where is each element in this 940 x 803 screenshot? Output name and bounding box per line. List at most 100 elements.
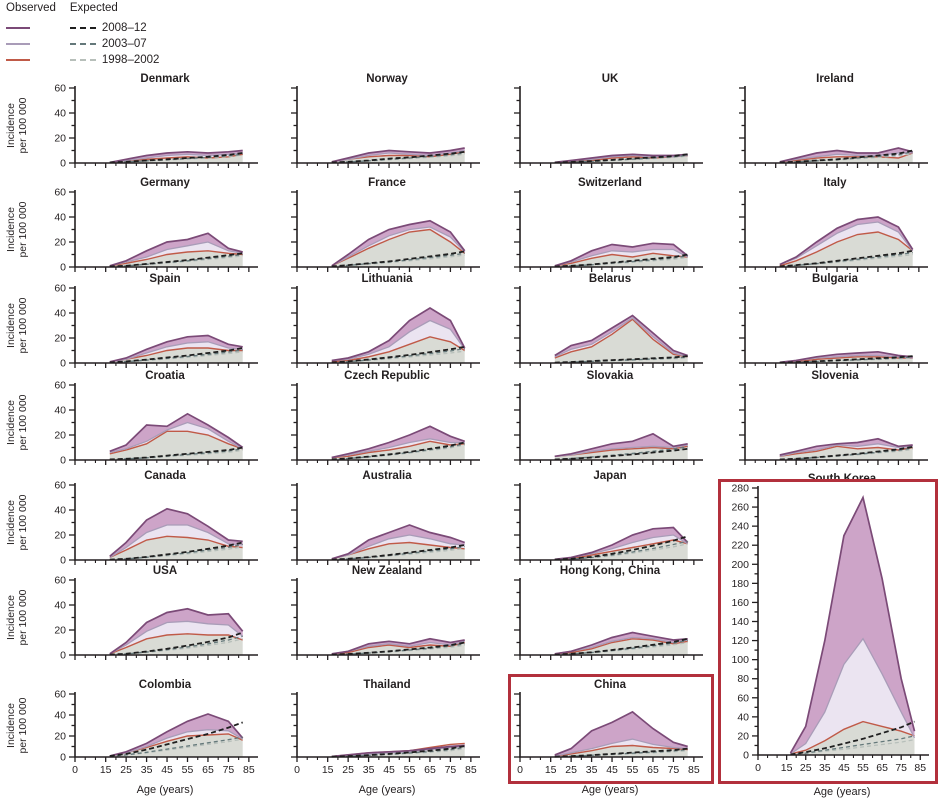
panel-title: Canada [144,470,186,482]
x-axis-label: Age (years) [137,784,194,796]
panel-title: Lithuania [361,273,413,285]
observed-2008-12-line [554,526,689,561]
expected-2003-07-line [331,347,465,364]
expected-1998-2002-line [331,644,465,656]
observed-1998-2002-line [109,430,243,455]
y-tick-label: 100 [731,654,749,666]
observed-2008-12-line [331,307,466,362]
x-tick-label: 35 [586,764,598,776]
area-2008-12-band [779,351,913,363]
area-2008-12-band [554,711,688,756]
area-2008-12-band [554,632,688,654]
y-tick-label: 40 [54,600,66,612]
panel-title: Japan [593,470,626,482]
panel-title: Norway [366,73,408,85]
x-tick-label: 75 [223,764,235,776]
x-tick-label: 35 [819,762,831,774]
panel-title: Czech Republic [344,370,430,382]
expected-2008-12-line [790,720,915,756]
observed-1998-2002-line [109,250,243,267]
y-tick-label: 40 [737,711,749,723]
expected-1998-2002-line [554,256,688,268]
panel-slovakia: Slovakia [514,370,703,465]
y-tick-label: 20 [54,133,66,145]
y-tick-label: 0 [60,650,66,662]
panel-title: France [368,177,406,189]
x-tick-label: 25 [800,762,812,774]
expected-2008-12-line [331,544,465,561]
y-tick-label: 60 [54,689,66,701]
x-tick-label: 65 [424,764,436,776]
observed-2008-12-line [331,524,465,560]
legend-period-label: 2008–12 [101,22,147,34]
expected-2008-12-line [109,152,243,164]
expected-2008-12-line [779,446,913,461]
panel-title: Bulgaria [812,273,859,285]
observed-2008-12-line [779,216,914,266]
panel-colombia: 0 20 40 60 0 15 25 35 45 55 65 75 85 Colombia Age (yea… [5,679,258,796]
expected-2008-12-line [331,150,465,164]
y-tick-label: 60 [737,692,749,704]
expected-1998-2002-line [109,154,243,164]
expected-dash-swatch [69,43,96,45]
area-2003-07-band [109,525,243,558]
expected-2003-07-line [554,639,688,656]
axes-lines [744,286,928,364]
y-tick-label: 0 [60,358,66,370]
expected-2008-12-line [554,747,688,758]
panel-bulgaria: Bulgaria [739,273,928,368]
y-axis-label: Incidenceper 100 000 [5,394,29,450]
y-axis-label: Incidenceper 100 000 [5,297,29,353]
x-tick-label: 75 [445,764,457,776]
observed-2008-12-line [779,147,913,163]
expected-2008-12-line [331,345,465,364]
panel-title: Slovakia [587,370,634,382]
panel-slovenia: Slovenia [739,370,928,465]
expected-1998-2002-line [109,351,243,364]
legend-observed-header: Observed [6,2,56,14]
area-2003-07-band [554,535,688,560]
observed-2008-12-line [109,607,244,655]
panel-title: China [594,679,627,691]
panel-lithuania: Lithuania [291,273,480,368]
expected-2003-07-line [779,447,913,461]
panel-germany: 0 20 40 60 Germany Incidenceper 100 000 [5,177,258,274]
panel-canada: 0 20 40 60 Canada Incidenceper 100 000 [5,470,258,567]
y-tick-label: 20 [54,731,66,743]
x-tick-label: 15 [100,764,112,776]
y-tick-label: 180 [731,578,749,590]
panel-switzerland: Switzerland [514,177,703,272]
x-tick-label: 45 [383,764,395,776]
area-2008-12-band [779,217,913,265]
expected-1998-2002-line [779,253,913,268]
expected-2008-12-line [109,631,243,656]
y-tick-label: 260 [731,502,749,514]
legend-expected-column: Expected 2008–12 2003–07 1998–2002 [69,2,159,68]
area-under-1998-2002 [554,319,688,363]
observed-2008-12-line [109,713,244,757]
expected-2008-12-line [109,252,243,268]
y-tick-label: 200 [731,559,749,571]
area-2003-07-band [109,341,243,362]
observed-1998-2002-line [554,318,688,359]
panel-norway: Norway [291,73,480,168]
panel-title: Denmark [140,73,190,85]
panel-china: 0 15 25 35 45 55 65 75 85 China Age (years) [514,679,703,796]
y-tick-label: 40 [54,108,66,120]
expected-1998-2002-line [554,357,688,364]
area-2008-12-band [790,497,915,754]
expected-2008-12-line [331,745,465,758]
y-tick-label: 40 [54,710,66,722]
y-tick-label: 120 [731,635,749,647]
expected-1998-2002-line [109,638,243,656]
observed-2008-12-line [554,710,688,756]
area-2003-07-band [331,227,465,266]
expected-1998-2002-line [554,750,688,758]
observed-2003-07-line [109,524,243,559]
panel-ireland: Ireland [739,73,928,168]
expected-2008-12-line [554,355,688,364]
legend-observed-swatch-2003–07 [6,36,56,52]
panel-hong-kong-china: Hong Kong, China [514,565,703,660]
panel-title: Spain [149,273,180,285]
